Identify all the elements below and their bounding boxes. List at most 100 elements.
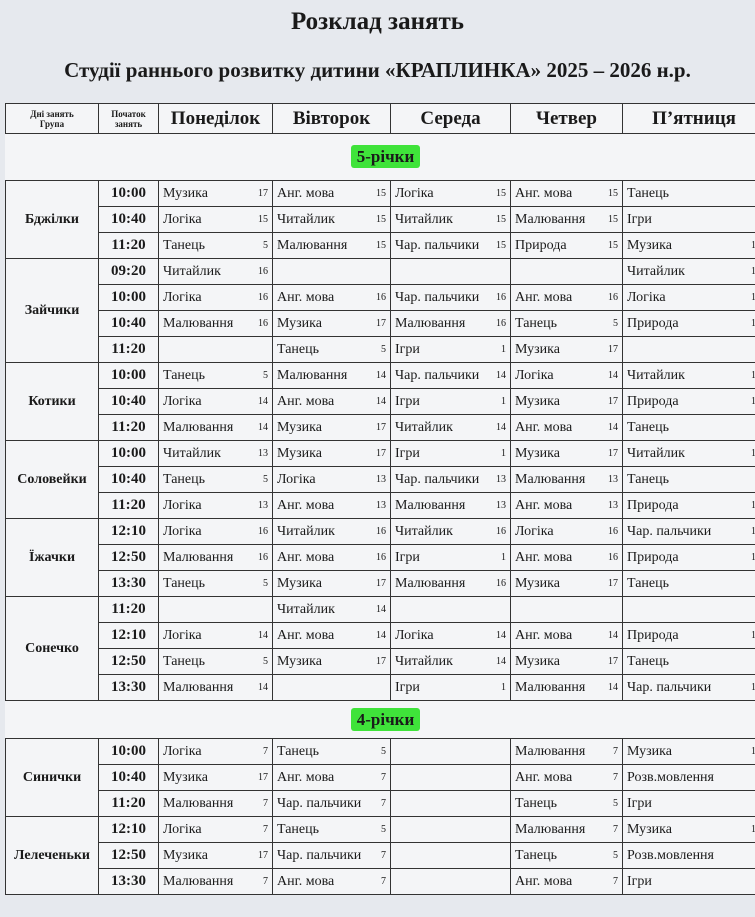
lesson-cell: Анг. мова 14 bbox=[510, 414, 623, 441]
lesson-subject: Музика bbox=[277, 575, 322, 591]
table-row: 12:10 Логіка 14 Анг. мова 14 Логіка 14 Анг. мов… bbox=[6, 622, 755, 649]
lesson-room: 17 bbox=[376, 578, 386, 589]
lesson-cell: Музика 17 bbox=[510, 336, 623, 363]
lesson-cell: Логіка 16 bbox=[158, 284, 273, 311]
lesson-cell: Музика 17 bbox=[158, 842, 273, 869]
lesson-subject: Логіка bbox=[395, 185, 434, 201]
lesson-cell: Малювання 13 bbox=[510, 466, 623, 493]
table-row: 10:40 Танець 5 Логіка 13 Чар. пальчики 13 Малюв… bbox=[6, 466, 755, 493]
lesson-cell: Музика 17 bbox=[510, 570, 623, 597]
lesson-cell: Логіка 15 bbox=[390, 180, 511, 207]
group-name: Котики bbox=[5, 362, 99, 441]
lesson-subject: Природа bbox=[627, 497, 679, 513]
lesson-cell: Розв.мовлення7 bbox=[622, 842, 755, 869]
lesson-cell: Музика 17 bbox=[272, 648, 391, 675]
lesson-subject: Ігри bbox=[395, 445, 420, 461]
lesson-room: 14 bbox=[258, 422, 268, 433]
lesson-room: 7 bbox=[381, 850, 386, 861]
lesson-room: 16 bbox=[751, 526, 755, 537]
table-row: 10:00 Логіка 16 Анг. мова 16 Чар. пальчики 16 А… bbox=[6, 284, 755, 311]
lesson-room: 17 bbox=[258, 188, 268, 199]
lesson-subject: Читайлик bbox=[277, 523, 335, 539]
lesson-subject: Музика bbox=[277, 419, 322, 435]
lesson-cell: Анг. мова 7 bbox=[272, 868, 391, 895]
lesson-room: 15 bbox=[608, 188, 618, 199]
lesson-room: 16 bbox=[258, 526, 268, 537]
lesson-subject: Природа bbox=[627, 627, 679, 643]
lesson-room: 17 bbox=[608, 344, 618, 355]
lesson-cell: Малювання 16 bbox=[390, 310, 511, 337]
lesson-cell: Малювання 13 bbox=[390, 492, 511, 519]
lesson-room: 7 bbox=[613, 876, 618, 887]
lesson-cell: Читайлик 13 bbox=[158, 440, 273, 467]
lesson-subject: Чар. пальчики bbox=[395, 471, 480, 487]
lesson-room: 16 bbox=[376, 292, 386, 303]
lesson-room: 14 bbox=[496, 370, 506, 381]
lesson-subject: Анг. мова bbox=[515, 769, 573, 785]
header-group: Дні занять Група bbox=[5, 103, 99, 134]
lesson-subject: Танець bbox=[277, 341, 319, 357]
lesson-room: 16 bbox=[496, 526, 506, 537]
lesson-room: 13 bbox=[608, 474, 618, 485]
lesson-cell: Чар. пальчики 13 bbox=[390, 466, 511, 493]
lesson-subject: Логіка bbox=[163, 743, 202, 759]
lesson-room: 14 bbox=[608, 682, 618, 693]
lesson-room: 14 bbox=[496, 656, 506, 667]
lesson-room: 13 bbox=[496, 500, 506, 511]
lesson-room: 17 bbox=[258, 772, 268, 783]
lesson-room: 15 bbox=[258, 214, 268, 225]
lesson-cell: Природа 16 bbox=[622, 544, 755, 571]
table-row: Котики 10:00 Танець 5 Малювання 14 Чар. пальчи… bbox=[5, 362, 755, 441]
lesson-subject: Музика bbox=[163, 847, 208, 863]
table-row: 11:20 Логіка 13 Анг. мова 13 Малювання 13 Анг. … bbox=[6, 492, 755, 519]
lesson-subject: Танець bbox=[515, 315, 557, 331]
header-day-tuesday: Вівторок bbox=[272, 103, 391, 134]
table-row: 10:40 Логіка 14 Анг. мова 14 Ігри 1 Музика 17 При… bbox=[6, 388, 755, 415]
table-row: Сонечко 11:20 Читайлик 14 bbox=[5, 596, 755, 701]
lesson-cell: Ігри 1 bbox=[390, 336, 511, 363]
lesson-cell: Логіка 13 bbox=[272, 466, 391, 493]
lesson-subject: Анг. мова bbox=[515, 185, 573, 201]
lesson-subject: Малювання bbox=[163, 315, 234, 331]
lesson-room: 13 bbox=[751, 500, 755, 511]
lesson-subject: Танець bbox=[627, 419, 669, 435]
lesson-subject: Читайлик bbox=[395, 653, 453, 669]
start-time: 09:20 bbox=[98, 258, 159, 285]
lesson-room: 17 bbox=[608, 448, 618, 459]
lesson-cell: Читайлик 14 bbox=[390, 648, 511, 675]
table-row: 10:40 Музика 17 Анг. мова 7 Анг. мова 7 Розв.мо… bbox=[6, 764, 755, 791]
lesson-subject: Природа bbox=[627, 549, 679, 565]
lesson-cell: Анг. мова 16 bbox=[272, 544, 391, 571]
lesson-cell: Ігри 1 bbox=[390, 674, 511, 701]
lesson-subject: Танець bbox=[163, 471, 205, 487]
lesson-room: 16 bbox=[496, 292, 506, 303]
lesson-cell: Читайлик 16 bbox=[158, 258, 273, 285]
lesson-subject: Музика bbox=[627, 821, 672, 837]
lesson-cell: Логіка 14 bbox=[390, 622, 511, 649]
lesson-subject: Логіка bbox=[163, 497, 202, 513]
start-time: 10:40 bbox=[98, 764, 159, 791]
lesson-subject: Логіка bbox=[163, 627, 202, 643]
start-time: 10:00 bbox=[98, 180, 159, 207]
group-name: Лелеченьки bbox=[5, 816, 99, 895]
lesson-room: 15 bbox=[496, 240, 506, 251]
lesson-room: 7 bbox=[613, 746, 618, 757]
start-time: 13:30 bbox=[98, 868, 159, 895]
lesson-room: 15 bbox=[496, 188, 506, 199]
lesson-cell: Читайлик 16 bbox=[390, 518, 511, 545]
table-row: 11:20 Танець 5 Ігри 1 Музика 17 bbox=[6, 336, 755, 363]
lesson-room: 17 bbox=[751, 824, 755, 835]
group-name: Їжачки bbox=[5, 518, 99, 597]
lesson-cell: Читайлик 16 bbox=[622, 258, 755, 285]
lesson-room: 1 bbox=[501, 344, 506, 355]
lesson-room: 13 bbox=[608, 500, 618, 511]
start-time: 12:10 bbox=[98, 518, 159, 545]
lesson-cell: Ігри 1 bbox=[390, 440, 511, 467]
lesson-subject: Малювання bbox=[277, 237, 348, 253]
start-time: 10:40 bbox=[98, 310, 159, 337]
lesson-cell: Читайлик 13 bbox=[622, 440, 755, 467]
